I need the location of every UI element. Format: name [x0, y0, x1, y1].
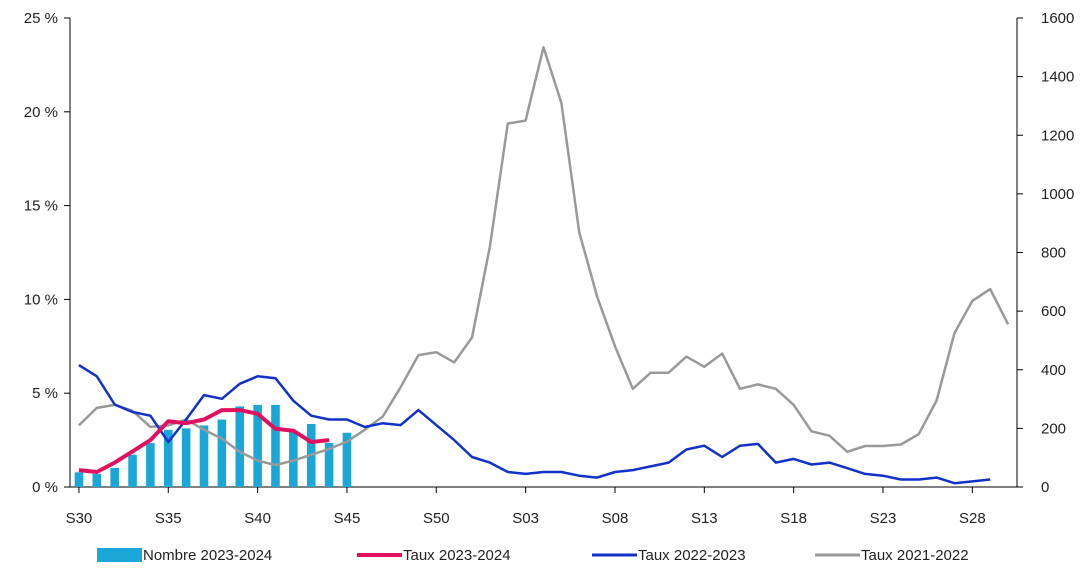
legend: Nombre 2023-2024 Taux 2023-2024 Taux 2022-…	[97, 547, 969, 564]
x-tick-label: S50	[423, 510, 450, 527]
legend-label: Nombre 2023-2024	[143, 547, 272, 564]
series-line	[78, 364, 991, 485]
y-right-tick-label: 200	[1041, 420, 1066, 437]
bar	[128, 454, 137, 487]
bar	[92, 473, 102, 487]
y-right-tick-label: 400	[1041, 362, 1066, 379]
bar	[342, 432, 352, 487]
y-left-tick-label: 15 %	[24, 198, 58, 215]
x-tick-label: S40	[244, 510, 271, 527]
bar	[324, 443, 334, 487]
y-right-tick-label: 800	[1041, 245, 1066, 262]
y-left-tick-label: 10 %	[24, 291, 58, 308]
y-left-tick-label: 5 %	[32, 385, 58, 402]
axes: 0 % 5 % 10 % 15 % 20 % 25 % 0 200 400 600 800 1000 1…	[24, 10, 1075, 527]
bar	[289, 431, 298, 487]
x-tick-label: S35	[155, 510, 182, 527]
x-tick-label: S03	[512, 510, 539, 527]
y-left-tick-label: 25 %	[24, 10, 58, 27]
series-line	[78, 408, 330, 474]
bar	[110, 467, 119, 487]
bars-nombre-2023-2024	[74, 404, 352, 487]
x-tick-label: S30	[66, 510, 93, 527]
y-right-tick-label: 1400	[1041, 69, 1074, 86]
x-tick-label: S13	[691, 510, 718, 527]
y-right-tick-label: 1200	[1041, 127, 1074, 144]
legend-label: Taux 2022-2023	[638, 547, 746, 564]
legend-label: Taux 2023-2024	[403, 547, 511, 564]
bar	[146, 443, 155, 487]
x-tick-label: S18	[780, 510, 807, 527]
legend-swatch	[97, 548, 142, 562]
bar	[163, 429, 173, 487]
x-tick-label: S23	[870, 510, 897, 527]
bar	[253, 404, 262, 487]
x-tick-label: S08	[602, 510, 629, 527]
bar	[217, 419, 227, 487]
x-tick-label: S45	[334, 510, 361, 527]
y-right-tick-label: 1600	[1041, 10, 1074, 27]
y-left-tick-label: 0 %	[32, 479, 58, 496]
bar	[74, 472, 84, 487]
bar	[235, 406, 245, 487]
y-right-tick-label: 600	[1041, 303, 1066, 320]
y-right-tick-label: 0	[1041, 479, 1049, 496]
bar	[181, 428, 191, 487]
legend-label: Taux 2021-2022	[861, 547, 969, 564]
bar	[199, 425, 209, 487]
y-right-tick-label: 1000	[1041, 186, 1074, 203]
series-lines	[78, 46, 1010, 485]
x-tick-label: S28	[959, 510, 986, 527]
y-left-tick-label: 20 %	[24, 104, 58, 121]
bar	[271, 404, 280, 487]
series-line	[78, 46, 1010, 467]
